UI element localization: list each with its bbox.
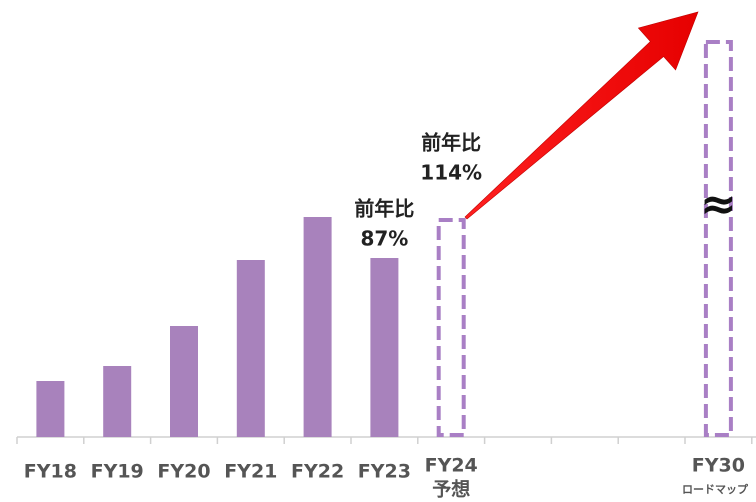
x-tick-label: FY19 (91, 461, 144, 483)
growth-arrow (464, 11, 699, 220)
x-tick-sublabel: ロードマップ (682, 482, 749, 496)
x-tick-label: FY24 (425, 455, 478, 477)
bar (370, 258, 399, 437)
bar (36, 381, 65, 437)
x-tick-label: FY21 (224, 461, 277, 483)
bar (103, 366, 132, 437)
x-tick-sublabel: 予想 (432, 478, 470, 501)
x-tick-label: FY23 (358, 461, 411, 483)
axis-break: ≈ (700, 179, 737, 230)
annotation: 114% (420, 161, 482, 185)
annotation: 前年比 (421, 131, 481, 155)
x-tick-label: FY30 (692, 455, 745, 477)
forecast-bar (436, 218, 466, 437)
bar (303, 217, 332, 437)
x-tick-label: FY22 (291, 461, 344, 483)
annotation: 前年比 (354, 197, 414, 221)
x-tick-label: FY20 (157, 461, 210, 483)
annotation: 87% (360, 227, 408, 251)
forecast-bar (703, 40, 733, 437)
bar (170, 326, 198, 437)
x-tick-label: FY18 (24, 461, 77, 483)
bar (236, 260, 265, 437)
